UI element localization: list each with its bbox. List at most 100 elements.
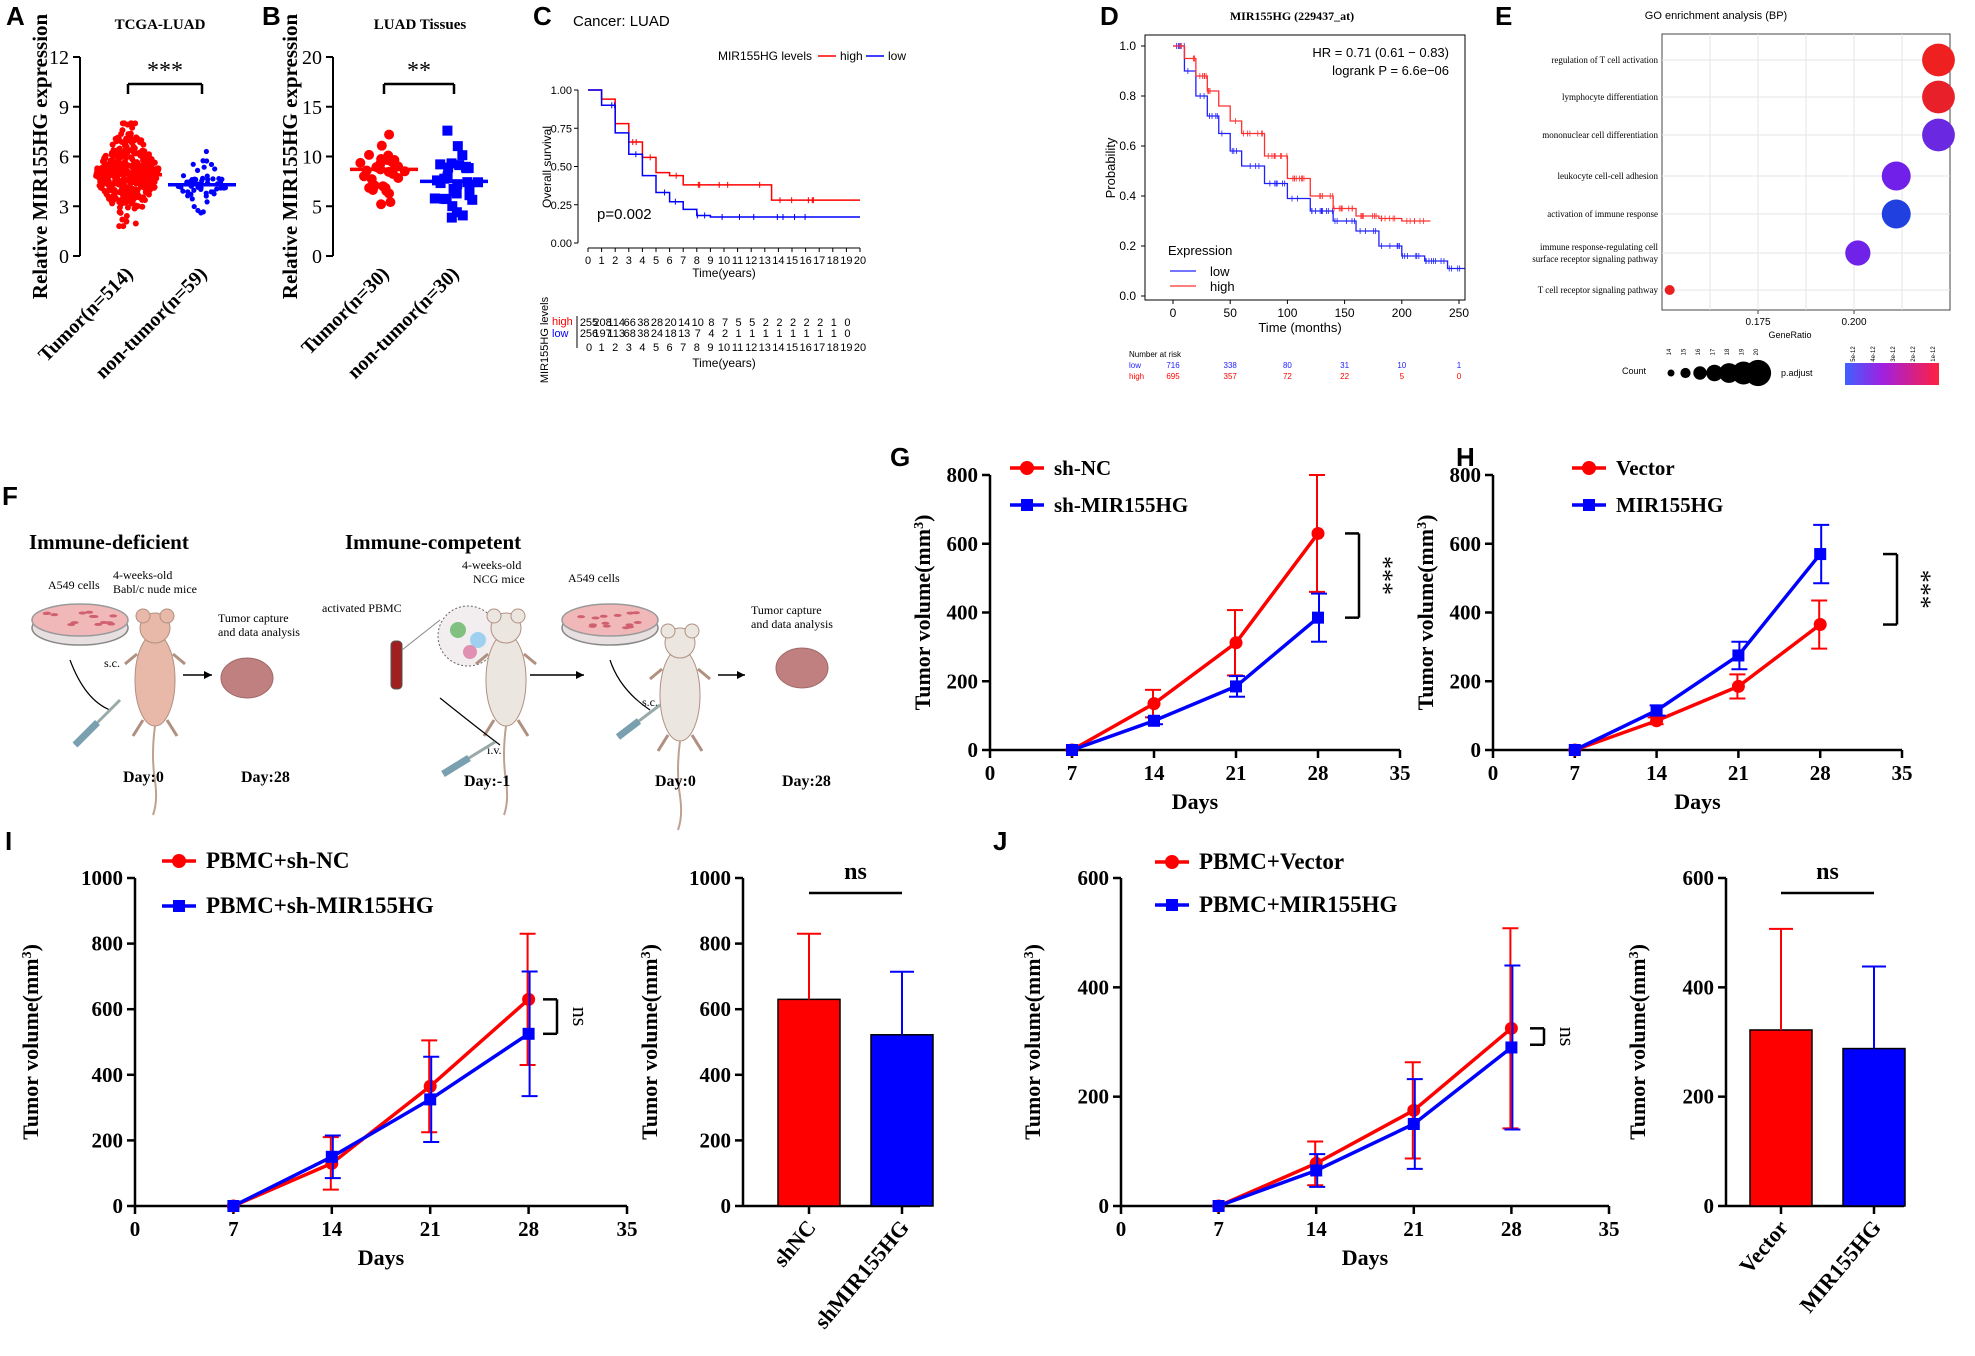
go-term-point (1881, 161, 1911, 191)
label-ncg-strain-F: NCG mice (473, 572, 525, 586)
data-point-sh-MIR155HG (1066, 744, 1078, 756)
label-iv-F: i.v. (487, 743, 502, 757)
risk-count-high-C: 10 (692, 317, 704, 329)
label-pbmc-F: activated PBMC (322, 601, 402, 615)
data-point-Vector (1731, 679, 1745, 693)
data-point-A-tumor (123, 191, 130, 198)
risk-count-low-C: 1 (804, 328, 810, 340)
y-axis-label-paren: ) (637, 944, 662, 951)
x-tick-label-C: 20 (854, 255, 866, 267)
x-tick-label-G: 35 (1390, 761, 1411, 785)
label-capture2-right-F: and data analysis (751, 617, 833, 631)
data-point-A-tumor (109, 141, 116, 148)
y-tick-label-I-line: 1000 (81, 866, 123, 890)
risk-title-D: Number at risk (1129, 350, 1182, 359)
legend-padj-bar-E (1845, 363, 1939, 385)
mouse-final-F-leg (690, 734, 704, 752)
tumor-right-F (775, 647, 829, 689)
dish-left-F-cell (85, 610, 94, 614)
data-point-MIR155HG (1814, 548, 1827, 561)
y-axis-label-paren: ) (1020, 944, 1045, 951)
y-axis-label-paren: ) (1413, 515, 1438, 522)
tube-F (390, 640, 403, 690)
data-point-A-normal (205, 176, 211, 182)
x-tick-label-D: 0 (1170, 306, 1177, 320)
data-point-A-tumor (132, 220, 139, 227)
data-point-B-tumor (366, 174, 377, 185)
legend-label-H: MIR155HG (1616, 493, 1723, 517)
panel-letter-D: D (1100, 1, 1119, 31)
x-tick-label-H: 14 (1646, 761, 1668, 785)
bar-label-I-bar: shMIR155HG (809, 1215, 914, 1333)
data-point-PBMC+sh-MIR155HG (424, 1093, 437, 1106)
go-term-point (1922, 43, 1955, 77)
legend-padj-label-E: p.adjust (1781, 368, 1813, 378)
y-axis-label-I-bar: Tumor volume(mm3) (637, 944, 662, 1140)
risk-count-low-D: 10 (1397, 361, 1406, 370)
risk-x-tick-C: 2 (612, 342, 618, 354)
legend-count-tick-E: 19 (1740, 348, 1746, 355)
x-axis-label-C: Time(years) (692, 266, 756, 280)
risk-count-low-D: 338 (1224, 361, 1238, 370)
mouse-final-F (659, 648, 701, 742)
y-tick-label-J-line: 0 (1099, 1194, 1110, 1218)
legend-count-point-E (1667, 369, 1675, 377)
y-tick-label-A: 9 (59, 97, 69, 119)
risk-count-high-C: 208 (593, 317, 611, 329)
panel-title-B: LUAD Tissues (374, 17, 467, 33)
mouse-ncg-F (485, 633, 527, 727)
data-point-B-tumor (355, 157, 366, 168)
mouse-final-F-arm (649, 667, 663, 681)
data-point-sh-NC (1147, 697, 1161, 711)
legend-label-I: PBMC+sh-MIR155HG (206, 893, 434, 918)
legend-padj-tick-E: 1e-12 (1931, 346, 1937, 362)
dish-left-F-cell (109, 614, 118, 618)
syringe-body-left-F (72, 720, 100, 748)
risk-count-low-D: 80 (1283, 361, 1292, 370)
mouse-nude-F (134, 633, 176, 727)
y-tick-label-I-bar: 600 (700, 997, 732, 1021)
data-point-A-tumor (129, 185, 136, 192)
x-tick-label-E: 0.175 (1745, 317, 1770, 328)
significance-B: ** (407, 58, 431, 84)
dish-left-F-cell (42, 612, 51, 616)
dish-right-F-cell (601, 621, 610, 625)
y-tick-label-D: 0.8 (1119, 89, 1136, 103)
risk-count-low-C: 0 (844, 328, 850, 340)
arrow-sc-left-F (69, 659, 111, 711)
x-tick-label-J-line: 28 (1501, 1217, 1522, 1241)
mouse-nude-F-ear (159, 608, 175, 624)
y-axis-label-sup: 3 (912, 522, 927, 529)
y-tick-label-B: 20 (302, 47, 322, 69)
legend-count-point-E (1706, 364, 1723, 382)
bar-Vector (1749, 1029, 1813, 1207)
risk-count-high-C: 28 (651, 317, 663, 329)
x-tick-label-C: 8 (694, 255, 700, 267)
pbmc-cell-F (463, 645, 477, 659)
x-tick-label-H: 7 (1570, 761, 1581, 785)
legend-high-D: high (1210, 279, 1235, 294)
data-point-A-tumor (94, 165, 101, 172)
risk-x-label-C: Time(years) (692, 356, 756, 370)
data-point-A-tumor (108, 198, 115, 205)
data-point-PBMC+MIR155HG (1407, 1118, 1420, 1130)
y-axis-label-paren: ) (1625, 944, 1650, 951)
label-capture2-left-F: and data analysis (218, 625, 300, 639)
data-point-A-tumor (113, 135, 120, 142)
dish-left-F-cell (90, 615, 99, 619)
y-axis-label-text: Tumor volume(mm (1625, 958, 1650, 1140)
mouse-nude-F-leg (165, 719, 179, 737)
data-point-B-tumor (376, 140, 387, 151)
y-tick-label-D: 0.4 (1119, 189, 1136, 203)
x-tick-label-G: 14 (1144, 761, 1166, 785)
data-point-A-tumor (130, 176, 137, 183)
data-point-A-tumor (122, 139, 129, 146)
risk-x-tick-C: 18 (827, 342, 839, 354)
data-point-B-normal (442, 125, 453, 136)
risk-count-high-C: 66 (624, 317, 636, 329)
risk-count-high-C: 5 (749, 317, 755, 329)
legend-padj-tick-E: 2e-12 (1911, 346, 1917, 362)
x-axis-label-J-line: Days (1342, 1245, 1389, 1270)
go-term-label: mononuclear cell differentiation (1542, 130, 1658, 140)
go-term-point (1845, 240, 1871, 266)
